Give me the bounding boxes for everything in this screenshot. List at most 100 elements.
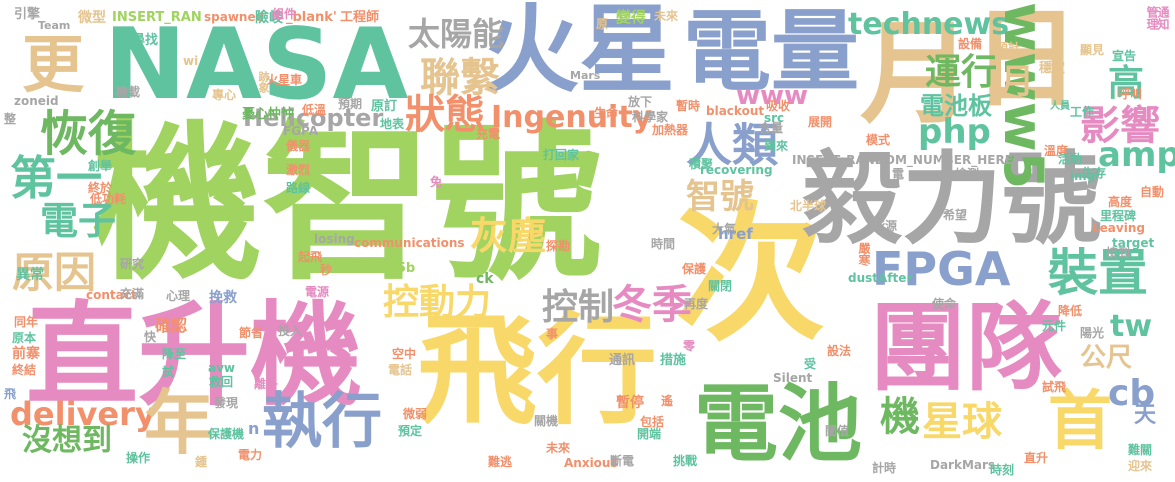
word-wanjiu: 挽救: [209, 290, 237, 306]
word-shengming: 生命: [594, 106, 619, 120]
word-xunzhao: 尋找: [132, 33, 159, 48]
word-queren: 確認: [155, 316, 188, 335]
word-ci: 次: [675, 188, 826, 362]
word-yuji: 預計: [996, 41, 1021, 55]
word-nantao: 難逃: [488, 455, 513, 469]
word-yuanyin: 原因: [12, 248, 97, 297]
word-recovering: recovering: [700, 163, 773, 177]
word-biande: 變得: [616, 8, 647, 26]
word-zhongyu: 終於: [88, 181, 113, 195]
word-renyuan: 人員: [1050, 101, 1070, 112]
word-gao: 高: [1108, 63, 1145, 104]
word-dianzi: 電子: [40, 199, 117, 243]
word-huoxing: 火星: [483, 0, 675, 106]
word-jiuhui: 救回: [209, 375, 234, 389]
word-yuzhi: 閾值: [825, 424, 850, 438]
word-fa: 飛: [4, 387, 17, 401]
word-nian: 年: [144, 382, 214, 464]
word-huxiao: 呼叫: [1118, 87, 1143, 101]
word-xinli: 心理: [166, 289, 191, 303]
word-xingqiu: 星球: [922, 399, 1002, 445]
word-kexuejia: 科學家: [632, 110, 669, 124]
word-fangxia: 放下: [628, 95, 653, 109]
word-yichang: 異常: [16, 267, 44, 283]
word-digonghao: 低功耗: [90, 192, 127, 206]
word-ling: 零: [683, 339, 696, 353]
word-cb: cb: [1108, 373, 1156, 414]
word-insertran: INSERT_RAN: [112, 10, 202, 25]
word-yangguang: 陽光: [1080, 326, 1105, 340]
word-kongdongli: 控動力: [383, 282, 492, 323]
word-team: Team: [38, 19, 71, 32]
word-dianchi: 電池: [694, 375, 863, 473]
word-yuanding: 原訂: [371, 99, 398, 114]
word-anxious: Anxious: [564, 456, 618, 470]
word-xishou: 吸收: [766, 99, 791, 113]
word-shefa: 設法: [827, 344, 852, 358]
word-yiqi: 儀器: [286, 139, 311, 153]
word-jiesheng: 節省: [239, 326, 264, 340]
word-jishi: 計時: [872, 461, 897, 475]
word-baoyuan: 保護: [682, 262, 707, 276]
word-qifei: 起飛: [298, 250, 323, 264]
word-zhongjie: 終結: [12, 363, 37, 377]
word-gongchengshi: 工程師: [340, 10, 380, 25]
word-daoda: 遙: [661, 394, 674, 408]
word-zhihao: 智號: [686, 177, 754, 217]
word-qianmu: 前寨: [12, 346, 40, 362]
word-weilai2: 未來: [546, 441, 571, 455]
word-yuding: 預定: [398, 424, 423, 438]
word-zhuanxin: 專心: [212, 88, 237, 102]
word-a4b3: a4b3f35b: [346, 261, 416, 276]
word-cao: 操作: [126, 451, 151, 465]
word-shiyu: 試: [162, 365, 175, 379]
word-weixing: 微型: [78, 10, 106, 26]
word-www: www: [736, 81, 809, 111]
word-jiangzhi: 降至: [162, 347, 187, 361]
word-feixing: 飛行: [417, 302, 657, 441]
word-huifu: 恢復: [40, 106, 137, 162]
word-darkmars: DarkMars: [930, 458, 996, 472]
word-yuqi: 預期: [338, 97, 363, 111]
word-nengyuan: 能源: [873, 219, 898, 233]
word-xuangao: 宣告: [1112, 49, 1137, 63]
word-geng: 更: [22, 28, 85, 101]
word-dianliang: 電量: [683, 0, 860, 103]
word-helicopter: Helicopter: [243, 104, 384, 132]
word-yilihao: 毅力號: [802, 141, 1102, 258]
word-gaodu: 高度: [1108, 195, 1133, 209]
word-weilai: 未來: [654, 9, 679, 23]
word-dibiao: 地表: [380, 117, 405, 131]
word-yuanben: 原本: [12, 331, 37, 345]
word-xianjun: 險峻: [255, 10, 283, 26]
word-tiaozhan: 挑戰: [673, 454, 698, 468]
word-spawned: spawned: [204, 10, 265, 24]
word-nanjian: 難關: [1128, 443, 1153, 457]
word-zhisheng: 直升: [1024, 451, 1049, 465]
word-diyi: 第一: [10, 151, 102, 205]
word-tw: tw: [1110, 309, 1153, 344]
word-mars: Mars: [570, 69, 601, 82]
word-you: 憂心忡忡: [242, 107, 295, 122]
word-dustafter: dustAfter: [848, 271, 913, 285]
word-delivery: delivery: [10, 395, 156, 433]
word-dianhua: 電話: [388, 363, 413, 377]
word-href: href: [718, 225, 753, 243]
word-ri: 日: [972, 0, 1081, 122]
word-dongji: 冬季: [612, 282, 692, 328]
word-guanji: 關機: [534, 414, 559, 428]
word-leaving: Leaving: [1092, 221, 1145, 235]
word-shijian: 時間: [651, 237, 676, 251]
word-duandian: 斷電: [610, 454, 635, 468]
word-tongzhi: 通知: [1156, 6, 1170, 30]
word-kongzhi: 控制: [542, 287, 615, 328]
word-tongxun: 通訊: [609, 353, 636, 368]
word-zanshi: 暫時: [676, 99, 701, 113]
word-gongzuo: 工作: [1070, 105, 1095, 119]
word-baohuji: 保護機: [208, 427, 245, 441]
word-zujian: 組件: [272, 7, 297, 21]
word-zhuangtai: 狀態: [405, 92, 485, 138]
word-guanli: 管理: [1145, 6, 1159, 30]
word-faxian: 發現: [214, 396, 239, 410]
